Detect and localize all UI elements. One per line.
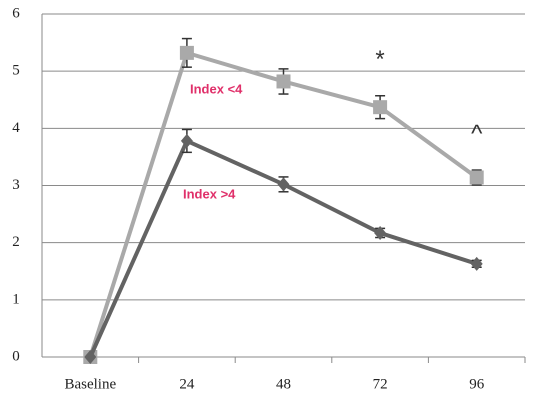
x-tick-label: 96: [469, 376, 485, 392]
series-label: Index >4: [183, 186, 236, 201]
y-tick-label: 0: [12, 348, 20, 364]
marker: [277, 177, 290, 192]
marker: [84, 350, 97, 364]
y-tick-label: 3: [12, 177, 20, 193]
marker: [180, 133, 193, 148]
x-tick-label: 48: [276, 376, 291, 392]
y-tick-label: 1: [12, 291, 20, 307]
series-line: [88, 50, 478, 358]
x-tick-label: 24: [179, 376, 195, 392]
y-tick-label: 4: [12, 120, 20, 136]
y-tick-label: 5: [12, 63, 20, 79]
marker: [470, 256, 483, 271]
marker: [469, 170, 484, 185]
marker: [179, 45, 194, 60]
annotation: ^: [471, 120, 483, 147]
marker: [374, 225, 387, 240]
x-tick-label: Baseline: [64, 376, 116, 392]
series-label: Index <4: [190, 81, 243, 96]
y-tick-label: 6: [12, 5, 20, 21]
x-tick-label: 72: [373, 376, 388, 392]
marker: [373, 100, 388, 115]
annotation: *: [375, 46, 384, 73]
y-tick-label: 2: [12, 234, 20, 250]
marker: [276, 74, 291, 89]
